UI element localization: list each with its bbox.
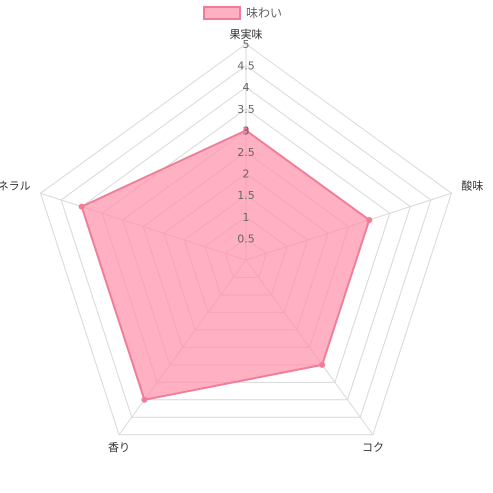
tick-label: 4.5 bbox=[237, 60, 255, 73]
tick-label: 5 bbox=[243, 38, 250, 51]
data-point bbox=[141, 396, 148, 403]
tick-label: 4 bbox=[243, 81, 250, 94]
tick-label: 2 bbox=[243, 168, 250, 181]
data-point bbox=[319, 361, 326, 368]
axis-label: 果実味 bbox=[230, 27, 263, 41]
grid-ring bbox=[39, 43, 453, 436]
data-point bbox=[78, 203, 85, 210]
tick-label: 2.5 bbox=[237, 146, 255, 159]
axis-label: コク bbox=[362, 441, 384, 454]
axis-label: 香り bbox=[108, 441, 130, 454]
legend-label: 味わい bbox=[246, 6, 282, 20]
tick-label: 0.5 bbox=[237, 232, 255, 245]
series-area bbox=[80, 129, 371, 401]
tick-label: 1.5 bbox=[237, 189, 255, 202]
legend[interactable]: 味わい bbox=[203, 6, 282, 20]
data-point bbox=[366, 216, 373, 223]
grid-ring bbox=[81, 86, 411, 401]
grid-ring bbox=[60, 64, 432, 418]
axis-label: 酸味 bbox=[461, 178, 483, 192]
radar-tick-labels: 0.5 1 1.5 2 2.5 3 3.5 4 4.5 5 bbox=[237, 38, 255, 245]
tick-label: 3.5 bbox=[237, 103, 255, 116]
tick-label: 3 bbox=[243, 124, 250, 137]
tick-label: 1 bbox=[243, 211, 250, 224]
radar-series bbox=[78, 127, 373, 403]
axis-label: ミネラル bbox=[0, 179, 31, 192]
data-point bbox=[243, 127, 249, 134]
legend-swatch bbox=[203, 6, 241, 20]
